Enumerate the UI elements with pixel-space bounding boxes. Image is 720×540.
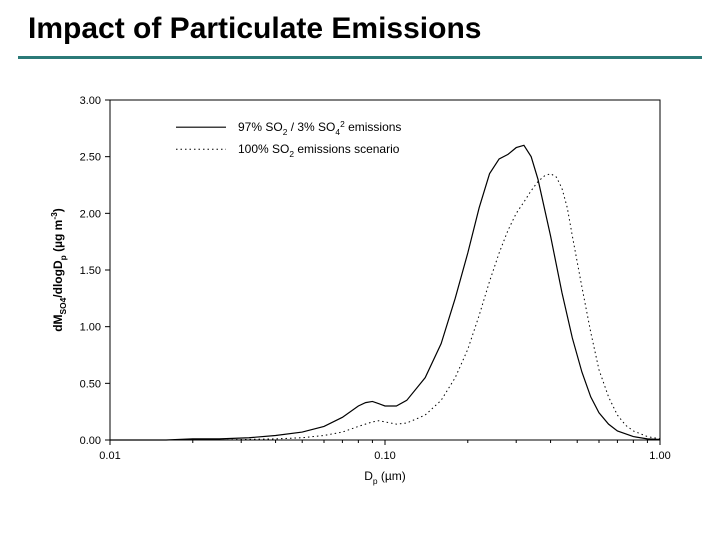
svg-text:0.00: 0.00: [80, 435, 101, 447]
svg-text:1.00: 1.00: [649, 450, 670, 462]
svg-text:Dp (µm): Dp (µm): [364, 469, 406, 486]
svg-text:0.50: 0.50: [80, 378, 101, 390]
page-title: Impact of Particulate Emissions: [28, 12, 481, 46]
svg-text:1.50: 1.50: [80, 265, 101, 277]
title-rule: [18, 56, 702, 59]
slide: Impact of Particulate Emissions 0.00 0.50…: [0, 0, 720, 540]
svg-text:dMSO4/dlogDp (µg m-3): dMSO4/dlogDp (µg m-3): [49, 208, 68, 332]
chart-svg: 0.00 0.50 1.00 1.50 2.00 2.50 3.00 0.01 0.10 1.00…: [40, 90, 680, 510]
svg-text:0.10: 0.10: [374, 450, 395, 462]
svg-text:3.00: 3.00: [80, 95, 101, 107]
svg-text:2.50: 2.50: [80, 152, 101, 164]
emissions-chart: 0.00 0.50 1.00 1.50 2.00 2.50 3.00 0.01 0.10 1.00…: [40, 90, 680, 510]
svg-text:2.00: 2.00: [80, 208, 101, 220]
svg-text:0.01: 0.01: [99, 450, 120, 462]
svg-text:1.00: 1.00: [80, 322, 101, 334]
